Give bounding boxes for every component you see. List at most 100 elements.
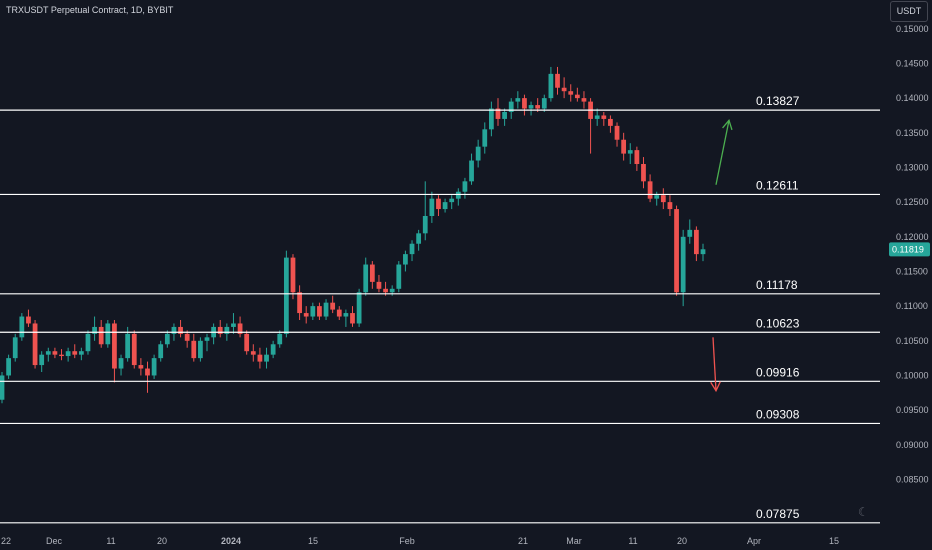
candle: [396, 261, 402, 293]
candle: [330, 295, 336, 314]
candle: [588, 98, 593, 154]
candle-body: [641, 164, 646, 182]
candle-body: [244, 333, 250, 352]
candle-body: [118, 358, 124, 369]
candle-body: [396, 264, 402, 289]
candle-body: [700, 249, 706, 255]
candle-body: [231, 323, 236, 327]
candle: [634, 146, 640, 171]
candle-body: [283, 257, 289, 334]
candle-body: [343, 313, 349, 317]
candle-body: [336, 309, 342, 317]
x-axis[interactable]: 22 Dec 11 20 2024 15 Feb 21 Mar 11 20 Apr 15: [1, 536, 839, 546]
candle-body: [145, 368, 150, 376]
candle-body: [601, 115, 607, 119]
candle-body: [138, 365, 144, 369]
candle: [231, 313, 236, 334]
candle: [495, 98, 501, 126]
candle: [528, 101, 534, 116]
candle: [581, 91, 587, 109]
candle: [32, 320, 38, 369]
level-label: 0.11178: [756, 278, 798, 292]
candle-body: [455, 191, 461, 199]
candle: [455, 188, 461, 206]
candle-body: [164, 333, 170, 345]
candle: [508, 98, 514, 119]
candle: [541, 94, 547, 112]
candle: [548, 66, 554, 102]
level-label: 0.09308: [756, 407, 800, 421]
candle: [78, 347, 84, 361]
candle: [429, 191, 435, 223]
candle: [217, 320, 223, 338]
candle-body: [436, 198, 441, 210]
candle-body: [131, 333, 137, 366]
y-axis[interactable]: 0.15000 0.14500 0.14000 0.13500 0.13000 0.125…: [896, 24, 929, 485]
candle: [376, 274, 382, 293]
x-tick-label: 11: [628, 536, 637, 546]
candle: [667, 195, 673, 216]
candle-body: [125, 333, 131, 359]
candle-body: [78, 351, 84, 355]
candle: [59, 349, 64, 361]
candle-body: [614, 125, 620, 140]
arrow-down-icon: [710, 337, 721, 393]
candle-body: [541, 98, 547, 109]
candle-body: [290, 257, 296, 293]
y-tick-label: 0.09500: [896, 405, 929, 415]
candle: [608, 115, 613, 133]
candle: [422, 181, 428, 241]
candle: [561, 77, 567, 99]
candle: [568, 84, 574, 102]
candle-body: [383, 288, 388, 293]
candle: [26, 309, 31, 327]
candle-body: [323, 302, 329, 317]
candle-body: [72, 351, 78, 355]
candle-body: [237, 323, 243, 334]
candle: [158, 340, 164, 362]
currency-button[interactable]: USDT: [890, 1, 928, 22]
candle-body: [356, 292, 362, 324]
y-tick-label: 0.13500: [896, 128, 929, 138]
candle: [403, 250, 408, 272]
candle: [436, 195, 441, 216]
candle-body: [12, 337, 18, 359]
arrows-layer: [710, 118, 733, 393]
y-tick-label: 0.12500: [896, 197, 929, 207]
candle: [680, 229, 686, 307]
candle-body: [52, 351, 58, 355]
candle-body: [198, 340, 203, 359]
candle-body: [687, 229, 693, 237]
candle: [145, 361, 150, 393]
candle: [19, 313, 25, 341]
y-tick-label: 0.15000: [896, 24, 929, 34]
candle-body: [429, 198, 435, 216]
candle: [297, 285, 302, 320]
candle-body: [522, 98, 527, 109]
candle-body: [409, 243, 415, 255]
candle: [237, 316, 243, 338]
candle-body: [621, 139, 627, 154]
candle-body: [634, 150, 640, 164]
candle: [184, 330, 190, 348]
candle-body: [112, 323, 117, 369]
candle-body: [191, 340, 197, 359]
candle: [310, 302, 316, 320]
x-tick-label: 21: [518, 536, 528, 546]
arrow-shaft: [712, 337, 717, 391]
candle-body: [369, 264, 375, 282]
candle-body: [508, 101, 514, 112]
candle-body: [184, 333, 190, 341]
candle: [250, 344, 256, 362]
candle-body: [469, 160, 474, 182]
candle: [98, 320, 104, 348]
candle-body: [674, 209, 679, 293]
candle: [151, 354, 157, 379]
y-tick-label: 0.11500: [896, 266, 928, 276]
candle-body: [0, 375, 5, 400]
candle: [12, 333, 18, 362]
candle-body: [442, 202, 448, 210]
candle-body: [482, 129, 488, 147]
candle: [198, 337, 203, 362]
